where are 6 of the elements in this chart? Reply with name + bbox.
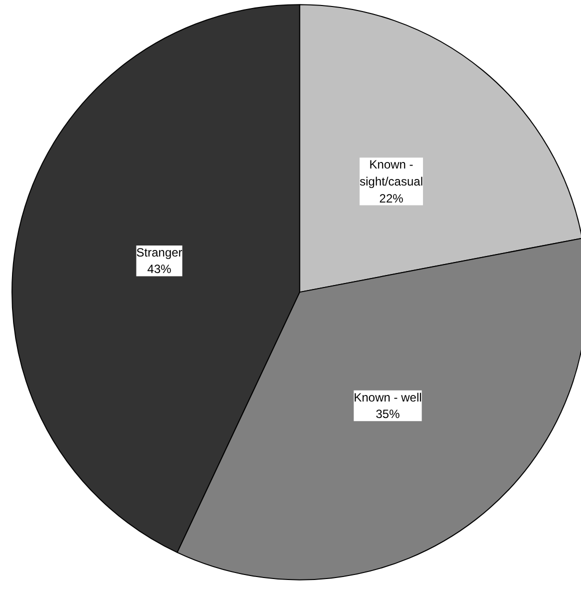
slice-label: Stranger [136,245,182,260]
data-label: 43% [147,262,172,276]
data-label: 22% [379,191,404,206]
slice-label: Known - well [354,390,422,404]
slice-label: Known - sight/casual [360,158,423,188]
data-label: 35% [376,407,400,422]
